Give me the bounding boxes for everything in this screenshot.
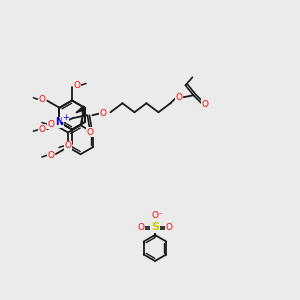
Text: O: O bbox=[176, 93, 183, 102]
Text: O: O bbox=[100, 109, 107, 118]
Text: O: O bbox=[87, 128, 94, 137]
Text: O: O bbox=[74, 81, 80, 90]
Polygon shape bbox=[76, 106, 86, 113]
Text: N: N bbox=[56, 117, 64, 127]
Text: O: O bbox=[137, 224, 145, 232]
Text: O: O bbox=[47, 151, 54, 160]
Text: O: O bbox=[39, 95, 46, 104]
Text: O: O bbox=[64, 141, 71, 150]
Text: O⁻: O⁻ bbox=[151, 212, 163, 220]
Text: S: S bbox=[151, 222, 159, 232]
Text: +: + bbox=[62, 113, 69, 122]
Text: O: O bbox=[202, 100, 209, 109]
Text: O: O bbox=[166, 224, 172, 232]
Text: O: O bbox=[39, 125, 46, 134]
Text: O: O bbox=[47, 120, 54, 129]
